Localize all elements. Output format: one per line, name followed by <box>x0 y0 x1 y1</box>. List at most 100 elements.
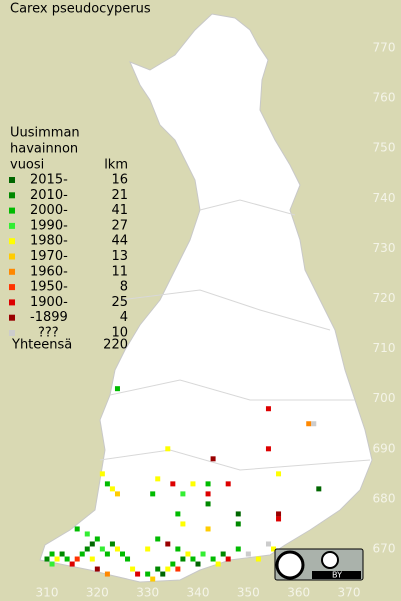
observation <box>114 546 120 552</box>
legend-label: 2015- <box>30 173 68 188</box>
legend-header: havainnon <box>10 142 78 157</box>
legend-swatch <box>9 268 15 275</box>
observation <box>170 561 176 567</box>
observation <box>94 566 100 572</box>
legend-count: 11 <box>111 264 128 279</box>
legend-label: 2010- <box>30 188 68 203</box>
observation <box>155 536 161 542</box>
badge-strip <box>312 571 361 579</box>
legend-count: 27 <box>111 218 128 233</box>
legend-total: 220 <box>103 338 128 353</box>
observation <box>99 546 105 552</box>
observation <box>104 551 110 557</box>
observation <box>175 546 181 552</box>
legend-swatch <box>9 299 15 306</box>
observation <box>235 546 241 552</box>
observation <box>210 456 216 462</box>
observation <box>210 556 216 562</box>
legend-header: Uusimman <box>10 126 80 141</box>
observation <box>69 561 75 567</box>
observation <box>145 546 151 552</box>
legend-label: 1990- <box>30 218 68 233</box>
y-tick-label: 700 <box>373 391 396 405</box>
legend-count-header: lkm <box>104 158 128 173</box>
observation <box>44 556 50 562</box>
observation <box>311 421 317 427</box>
observation <box>89 556 95 562</box>
legend-count: 4 <box>120 310 128 325</box>
y-tick-label: 740 <box>373 191 396 205</box>
title: Carex pseudocyperus <box>10 2 151 17</box>
observation <box>135 571 141 577</box>
x-tick-label: 350 <box>237 586 260 600</box>
observation <box>155 566 161 572</box>
observation <box>175 511 181 517</box>
legend-swatch <box>9 177 15 183</box>
legend-swatch <box>9 330 15 336</box>
legend-count: 41 <box>111 203 128 218</box>
observation <box>165 566 171 572</box>
observation <box>195 561 201 567</box>
observation <box>190 556 196 562</box>
observation <box>316 486 322 492</box>
observation <box>165 541 171 547</box>
observation <box>79 551 85 557</box>
observation <box>271 546 276 552</box>
legend-label: -1899 <box>30 310 68 325</box>
observation <box>84 531 90 537</box>
y-tick-label: 710 <box>373 341 396 355</box>
observation <box>276 516 282 522</box>
legend-label: 1900- <box>30 295 68 310</box>
observation <box>104 481 110 487</box>
legend-count: 13 <box>111 249 128 264</box>
x-tick-label: 370 <box>338 586 361 600</box>
legend-swatch <box>9 253 15 260</box>
legend-count: 21 <box>111 188 128 203</box>
observation <box>185 551 191 557</box>
y-tick-label: 730 <box>373 241 396 255</box>
observation <box>150 491 156 497</box>
observation <box>104 571 110 577</box>
legend-header: vuosi <box>10 158 44 173</box>
observation <box>225 556 231 562</box>
observation <box>99 471 105 477</box>
observation <box>49 561 55 567</box>
observation <box>49 551 55 557</box>
cc-icon <box>275 550 305 580</box>
observation <box>276 511 282 517</box>
by-icon <box>321 551 339 569</box>
legend-swatch <box>9 314 15 321</box>
observation <box>130 566 136 572</box>
legend-swatch <box>9 222 15 229</box>
observation <box>89 541 95 547</box>
legend-swatch <box>9 192 15 199</box>
legend-label: 2000- <box>30 203 68 218</box>
observation <box>94 536 100 542</box>
observation <box>265 541 271 547</box>
observation <box>225 481 231 487</box>
observation <box>180 521 186 527</box>
badge-label: BY <box>332 571 342 580</box>
observation <box>180 556 186 562</box>
observation <box>64 556 70 562</box>
legend-label: 1970- <box>30 249 68 264</box>
x-tick-label: 330 <box>136 586 159 600</box>
observation <box>175 566 181 572</box>
y-tick-label: 770 <box>373 41 396 55</box>
y-tick-label: 690 <box>373 441 396 455</box>
observation <box>114 386 120 392</box>
observation <box>276 471 282 477</box>
legend-label: 1950- <box>30 280 68 295</box>
observation <box>109 486 115 492</box>
finland-outline <box>39 13 373 583</box>
observation <box>200 551 206 557</box>
observation <box>205 481 211 487</box>
observation <box>245 551 251 557</box>
y-tick-label: 750 <box>373 141 396 155</box>
x-tick-label: 310 <box>36 586 59 600</box>
observation <box>255 556 261 562</box>
observation <box>125 556 131 562</box>
legend-total-label: Yhteensä <box>11 338 72 353</box>
observation <box>59 551 65 557</box>
